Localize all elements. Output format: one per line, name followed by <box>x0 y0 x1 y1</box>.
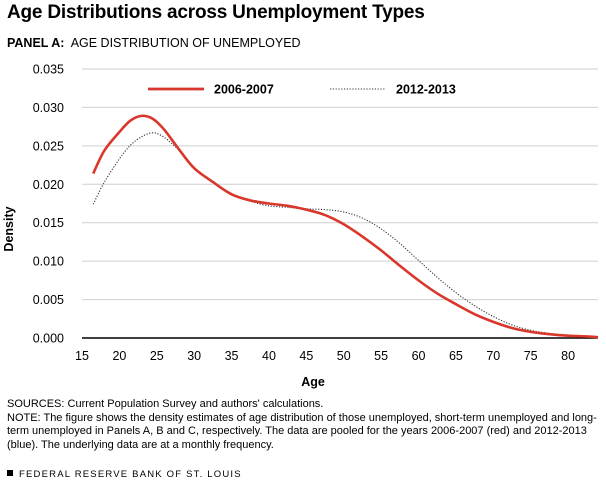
x-tick-label: 80 <box>561 349 575 363</box>
y-tick-label: 0.030 <box>33 101 64 115</box>
x-tick-label: 40 <box>262 349 276 363</box>
x-axis-label: Age <box>301 375 325 389</box>
legend: 2006-2007 2012-2013 <box>148 83 456 97</box>
chart-title: Age Distributions across Unemployment Ty… <box>7 2 425 23</box>
y-axis-label: Density <box>2 206 16 251</box>
footer-square-icon <box>7 470 13 476</box>
series-lines <box>92 114 599 339</box>
series-line-2006-2007 <box>92 114 599 339</box>
x-tick-label: 70 <box>486 349 500 363</box>
line-chart: 0.000 0.005 0.010 0.015 0.020 0.025 0.030 0.035… <box>2 63 599 389</box>
chart-notes: SOURCES: Current Population Survey and a… <box>7 398 602 452</box>
y-tick-labels: 0.000 0.005 0.010 0.015 0.020 0.025 0.030 0.035 <box>33 63 64 346</box>
x-tick-labels: 15 20 25 30 35 40 45 50 55 60 65 70 75 80 <box>75 349 575 363</box>
x-tick-label: 15 <box>75 349 89 363</box>
y-tick-label: 0.005 <box>33 293 64 307</box>
gridlines <box>82 68 598 301</box>
x-tick-label: 35 <box>225 349 239 363</box>
note-text: NOTE: The figure shows the density estim… <box>7 411 597 451</box>
x-tick-label: 25 <box>150 349 164 363</box>
footer: FEDERAL RESERVE BANK OF ST. LOUIS <box>7 469 242 480</box>
y-tick-label: 0.010 <box>33 255 64 269</box>
footer-text: FEDERAL RESERVE BANK OF ST. LOUIS <box>19 469 242 480</box>
panel-label: PANEL A: AGE DISTRIBUTION OF UNEMPLOYED <box>7 36 301 50</box>
y-tick-label: 0.020 <box>33 178 64 192</box>
x-tick-label: 55 <box>374 349 388 363</box>
y-tick-label: 0.015 <box>33 216 64 230</box>
series-line-2012-2013 <box>92 132 599 338</box>
y-tick-label: 0.000 <box>33 332 64 346</box>
x-tick-label: 60 <box>412 349 426 363</box>
y-tick-label: 0.025 <box>33 139 64 153</box>
legend-label: 2012-2013 <box>396 83 456 97</box>
legend-label: 2006-2007 <box>214 83 274 97</box>
y-tick-label: 0.035 <box>33 63 64 77</box>
x-tick-label: 30 <box>187 349 201 363</box>
x-tick-label: 45 <box>299 349 313 363</box>
sources-text: SOURCES: Current Population Survey and a… <box>7 398 324 410</box>
panel-prefix: PANEL A: <box>7 36 65 50</box>
x-tick-label: 75 <box>524 349 538 363</box>
x-tick-label: 50 <box>337 349 351 363</box>
x-tick-label: 20 <box>112 349 126 363</box>
x-tick-label: 65 <box>449 349 463 363</box>
panel-name: AGE DISTRIBUTION OF UNEMPLOYED <box>70 36 301 50</box>
